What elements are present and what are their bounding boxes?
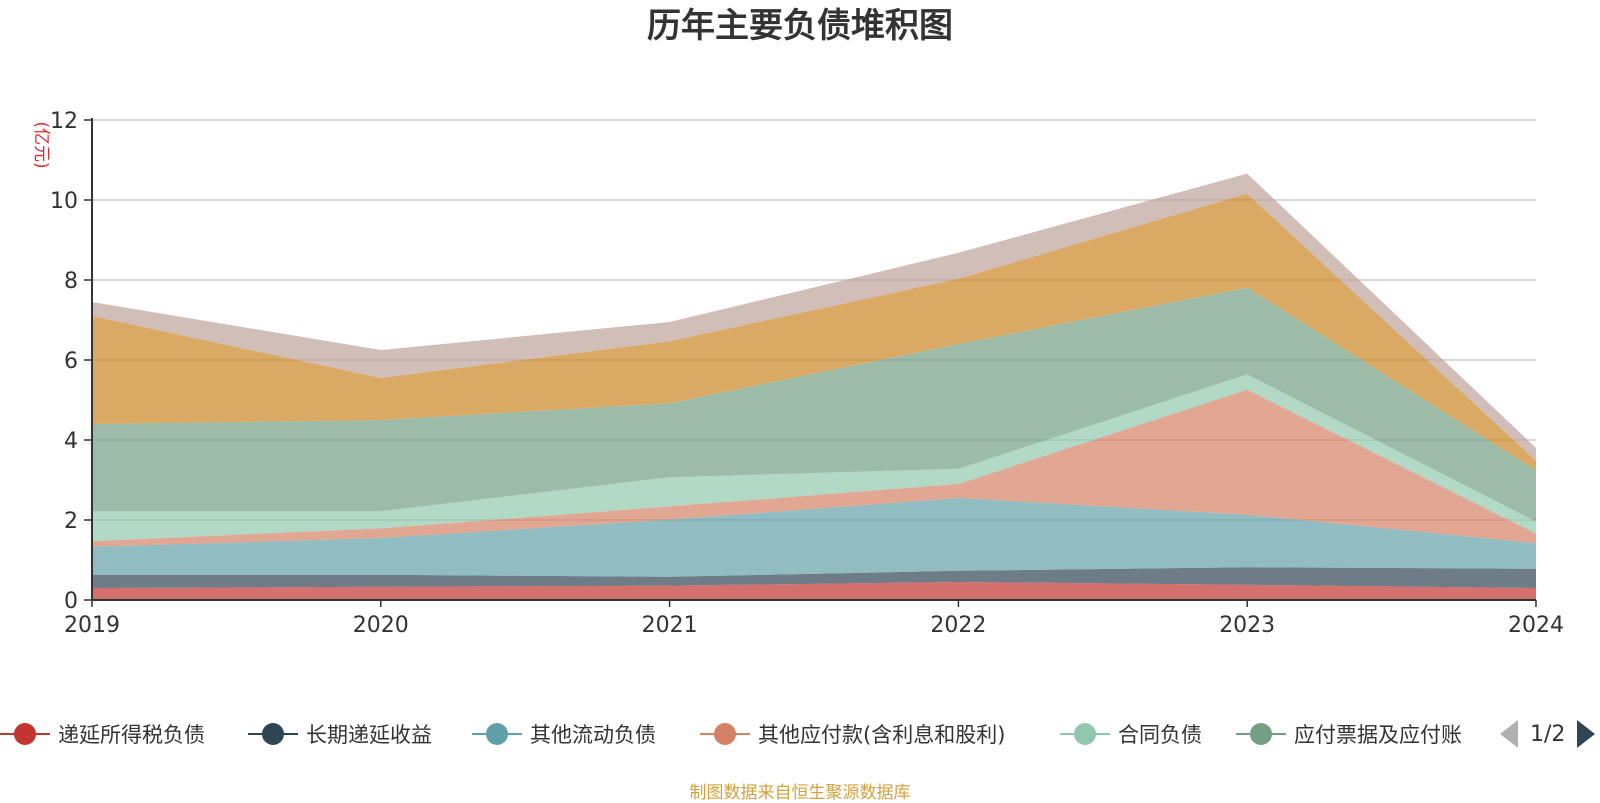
- y-tick-label: 10: [50, 189, 78, 214]
- legend-marker-icon: [700, 714, 750, 754]
- axis-layer: 0 2 4 6 8 10 12 2019 2020 2021 2022 2023 2024: [50, 109, 1564, 638]
- area-其他流动负债[interactable]: [92, 498, 1536, 577]
- area-其他应付款(含利息和股利)[interactable]: [92, 389, 1536, 547]
- legend: 递延所得税负债 长期递延收益 其他流动负债 其他应付款(含利息和股利) 合同负债 应付票据…: [0, 714, 1600, 754]
- legend-pager: 1/2: [1500, 714, 1596, 754]
- legend-label: 长期递延收益: [306, 723, 432, 747]
- legend-item[interactable]: 其他应付款(含利息和股利): [700, 714, 1005, 754]
- y-tick-label: 6: [64, 349, 78, 374]
- y-tick-label: 12: [50, 109, 78, 134]
- area-layer: [92, 173, 1536, 600]
- legend-marker-icon: [248, 714, 298, 754]
- legend-marker-icon: [0, 714, 50, 754]
- legend-label: 其他流动负债: [530, 723, 656, 747]
- y-tick-label: 0: [64, 589, 78, 614]
- area-合同负债[interactable]: [92, 374, 1536, 542]
- legend-item[interactable]: 应付票据及应付账: [1236, 714, 1462, 754]
- y-axis-unit-label: (亿元): [31, 121, 51, 168]
- x-tick-label: 2023: [1219, 613, 1275, 638]
- legend-label: 其他应付款(含利息和股利): [758, 723, 1006, 747]
- legend-marker-icon: [1060, 714, 1110, 754]
- chart-title: 历年主要负债堆积图: [647, 6, 953, 46]
- legend-marker-icon: [1236, 714, 1286, 754]
- legend-next-page-icon[interactable]: [1577, 720, 1596, 748]
- x-tick-label: 2024: [1508, 613, 1564, 638]
- x-tick-label: 2019: [64, 613, 120, 638]
- stacked-area-chart: 0 2 4 6 8 10 12 2019 2020 2021 2022 2023 2024 (亿元): [31, 109, 1564, 638]
- x-tick-label: 2022: [930, 613, 986, 638]
- legend-page-indicator: 1/2: [1530, 721, 1566, 747]
- y-tick-label: 2: [64, 509, 78, 534]
- y-tick-label: 4: [64, 429, 78, 454]
- area-递延所得税负债[interactable]: [92, 582, 1536, 600]
- y-tick-label: 8: [64, 269, 78, 294]
- legend-label: 合同负债: [1118, 723, 1202, 747]
- legend-item[interactable]: 长期递延收益: [248, 714, 432, 754]
- legend-prev-page-icon[interactable]: [1500, 720, 1518, 748]
- legend-label: 应付票据及应付账: [1294, 723, 1462, 747]
- legend-marker-icon: [472, 714, 522, 754]
- area-应付票据及应付账款[interactable]: [92, 287, 1536, 522]
- x-tick-label: 2021: [642, 613, 698, 638]
- legend-item[interactable]: 其他流动负债: [472, 714, 656, 754]
- legend-label: 递延所得税负债: [58, 723, 205, 747]
- legend-item[interactable]: 递延所得税负债: [0, 714, 205, 754]
- area-series-7[interactable]: [92, 193, 1536, 471]
- x-tick-label: 2020: [353, 613, 409, 638]
- data-source-note: 制图数据来自恒生聚源数据库: [689, 783, 911, 803]
- area-长期递延收益[interactable]: [92, 567, 1536, 588]
- legend-item[interactable]: 合同负债: [1060, 714, 1202, 754]
